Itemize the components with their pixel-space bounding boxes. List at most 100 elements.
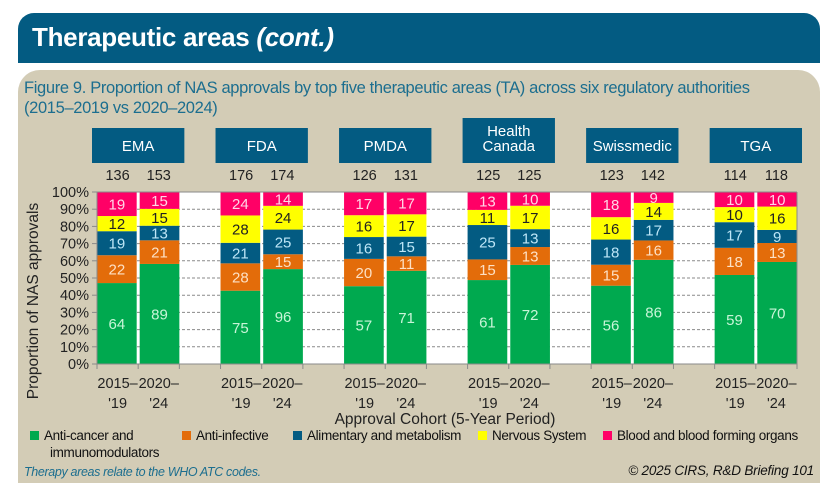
legend-swatch-icon xyxy=(478,431,487,440)
bar-segment xyxy=(633,240,674,260)
x-tick-label: '24 xyxy=(767,396,786,412)
bar-segment xyxy=(510,247,550,265)
bar-total-label: 118 xyxy=(765,168,788,184)
bar-segment xyxy=(220,263,261,291)
bar-segment xyxy=(220,215,261,243)
bar-segment xyxy=(97,231,137,256)
bar-value-label: 89 xyxy=(151,306,168,323)
bar-segment xyxy=(591,217,631,240)
legend-label: Alimentary and metabolism xyxy=(307,428,462,443)
bar-value-label: 18 xyxy=(603,245,620,262)
bar-segment xyxy=(386,256,427,271)
bar-segment xyxy=(139,263,180,364)
x-tick-label: 2015– xyxy=(468,376,509,392)
figure-title: Figure 9. Proportion of NAS approvals by… xyxy=(24,78,814,118)
bar-value-label: 24 xyxy=(232,196,249,213)
legend-swatch-icon xyxy=(603,431,612,440)
legend-item-anti-cancer: Anti-cancer and xyxy=(30,428,134,443)
bar-value-label: 15 xyxy=(151,210,168,227)
bar-segment xyxy=(263,269,303,364)
x-tick-label: 2020– xyxy=(139,376,180,392)
page-title-main: Therapeutic areas xyxy=(32,22,257,52)
bar-value-label: 10 xyxy=(726,207,743,224)
y-tick-label: 60% xyxy=(60,254,89,270)
group-header-label: Canada xyxy=(482,138,535,155)
bar-segment xyxy=(386,214,427,237)
bar-segment xyxy=(633,219,674,241)
bar-segment xyxy=(344,215,384,238)
footnote: Therapy areas relate to the WHO ATC code… xyxy=(24,465,261,479)
x-tick-label: 2020– xyxy=(756,376,797,392)
bar-value-label: 21 xyxy=(232,246,249,263)
y-tick-label: 0% xyxy=(68,357,89,373)
bar-segment xyxy=(263,229,303,255)
x-tick-label: '19 xyxy=(355,396,374,412)
bar-value-label: 16 xyxy=(769,211,786,228)
bar-segment xyxy=(220,290,261,364)
bar-value-label: 13 xyxy=(522,248,539,265)
x-tick-label: 2015– xyxy=(221,376,262,392)
bar-value-label: 10 xyxy=(726,192,743,209)
group-header-label: FDA xyxy=(247,138,277,155)
bar-segment xyxy=(386,192,427,215)
bar-segment xyxy=(591,239,631,265)
bar-segment xyxy=(714,192,755,208)
bar-value-label: 28 xyxy=(232,222,249,239)
x-tick-label: 2020– xyxy=(509,376,550,392)
bar-value-label: 10 xyxy=(522,191,539,208)
bar-value-label: 15 xyxy=(479,262,496,279)
bar-value-label: 75 xyxy=(232,320,249,337)
bar-value-label: 56 xyxy=(603,317,620,334)
legend-label: Blood and blood forming organs xyxy=(617,428,798,443)
bar-segment xyxy=(139,192,180,209)
bar-value-label: 20 xyxy=(356,265,373,282)
bar-segment xyxy=(386,270,427,364)
bar-value-label: 71 xyxy=(398,310,415,327)
bar-value-label: 9 xyxy=(773,229,781,246)
bar-value-label: 86 xyxy=(645,304,662,321)
group-header-box xyxy=(215,128,308,163)
x-axis-title: Approval Cohort (5-Year Period) xyxy=(335,411,556,428)
y-axis-title: Proportion of NAS approvals xyxy=(25,203,42,400)
bar-segment xyxy=(467,225,508,260)
bar-segment xyxy=(757,206,797,230)
bar-value-label: 17 xyxy=(726,228,743,245)
figure-title-line-1: Figure 9. Proportion of NAS approvals by… xyxy=(24,79,750,97)
bar-total-label: 114 xyxy=(724,168,747,184)
x-tick-label: '24 xyxy=(149,396,168,412)
copyright: © 2025 CIRS, R&D Briefing 101 xyxy=(628,463,814,478)
bar-segment xyxy=(97,192,137,217)
bar-value-label: 25 xyxy=(275,234,292,251)
x-tick-label: '24 xyxy=(643,396,662,412)
bar-total-label: 123 xyxy=(600,168,624,184)
legend-swatch-icon xyxy=(293,431,302,440)
x-tick-label: '24 xyxy=(273,396,292,412)
bar-value-label: 64 xyxy=(108,316,125,333)
bar-value-label: 13 xyxy=(479,193,496,210)
bar-value-label: 57 xyxy=(356,318,373,335)
bar-total-label: 176 xyxy=(229,168,253,184)
bar-total-label: 131 xyxy=(394,168,418,184)
bar-segment xyxy=(220,242,261,264)
bar-segment xyxy=(757,192,797,207)
group-header-label: EMA xyxy=(122,138,155,155)
legend-item-blood: Blood and blood forming organs xyxy=(603,428,798,443)
page-title: Therapeutic areas (cont.) xyxy=(32,22,334,53)
legend-swatch-icon xyxy=(30,431,39,440)
bar-value-label: 14 xyxy=(275,191,292,208)
x-tick-label: 2015– xyxy=(97,376,138,392)
group-header-box xyxy=(462,118,555,163)
bar-value-label: 11 xyxy=(399,256,415,273)
y-tick-label: 80% xyxy=(60,219,89,235)
bar-value-label: 72 xyxy=(522,307,539,324)
bar-segment xyxy=(591,192,631,218)
bar-total-label: 174 xyxy=(270,168,294,184)
bar-value-label: 17 xyxy=(398,196,415,213)
bar-value-label: 16 xyxy=(356,240,373,257)
x-tick-label: '24 xyxy=(520,396,539,412)
bar-total-label: 142 xyxy=(641,168,665,184)
x-tick-label: 2015– xyxy=(715,376,756,392)
legend-label: Anti-infective xyxy=(196,428,269,443)
legend-label-continuation: immunomodulators xyxy=(50,445,160,460)
